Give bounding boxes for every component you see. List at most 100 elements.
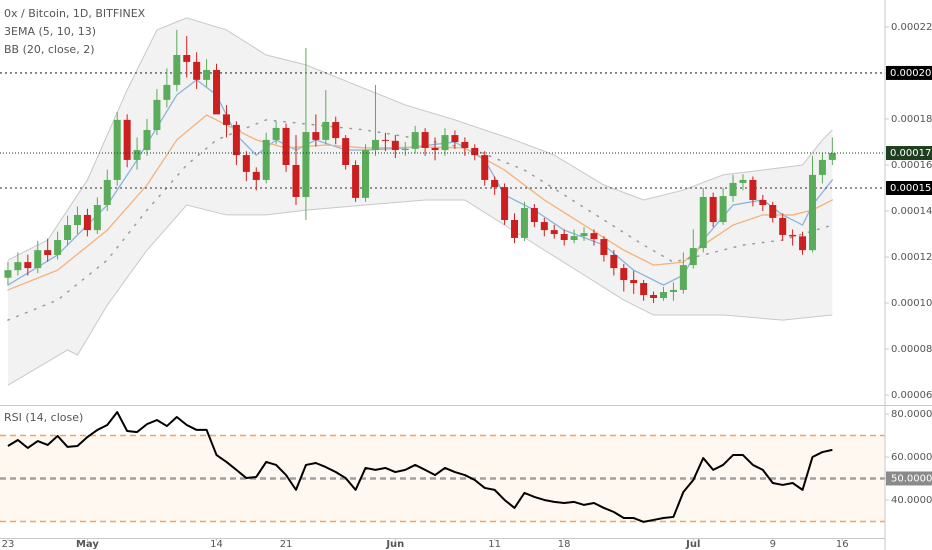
candle-body (381, 139, 389, 141)
candle-body (719, 196, 727, 223)
price-line-box (886, 65, 932, 80)
candle-body (749, 179, 757, 200)
chart-title: 0x / Bitcoin, 1D, BITFINEX (4, 7, 146, 20)
candle-body (511, 219, 519, 238)
candle-body (620, 268, 628, 281)
candle-body (282, 127, 290, 165)
rsi-y-tick-label: 50.0000 (891, 473, 932, 484)
candle-body (779, 217, 787, 235)
last-price-box (886, 146, 932, 161)
y-tick-label: 0.00012 (891, 252, 932, 263)
candle-body (113, 119, 121, 180)
candle-body (34, 250, 42, 269)
candle-body (669, 289, 677, 293)
rsi-y-tick-label: 40.0000 (891, 495, 932, 506)
candle-body (133, 150, 141, 160)
y-tick-label: 0.00008 (891, 344, 932, 355)
x-tick-label: 14 (210, 539, 223, 550)
candle-body (123, 119, 131, 160)
candle-body (302, 132, 310, 197)
indicator-line (7, 119, 834, 321)
x-tick-label: 21 (280, 539, 293, 550)
candle-body (808, 174, 816, 251)
price-pane (0, 17, 885, 386)
candle-body (550, 230, 558, 235)
candle-body (739, 179, 747, 183)
candle-body (103, 179, 111, 206)
candle-body (828, 153, 836, 160)
price-line-label: 0.00020 (890, 68, 931, 79)
x-tick-label: May (76, 539, 99, 550)
candle-body (14, 262, 22, 271)
candle-body (650, 295, 658, 298)
candle-body (411, 132, 419, 149)
candle-body (451, 135, 459, 142)
candle-body (689, 248, 697, 266)
candle-body (481, 155, 489, 180)
candle-body (590, 233, 598, 240)
rsi-pane (0, 411, 885, 523)
x-tick-label: 18 (558, 539, 571, 550)
candle-body (203, 69, 211, 80)
price-line-box (886, 181, 932, 196)
candle-body (679, 265, 687, 290)
rsi-line (7, 411, 833, 523)
x-tick-label: 16 (836, 539, 849, 550)
candle-body (461, 141, 469, 148)
candle-body (640, 283, 648, 296)
candle-body (222, 114, 230, 125)
candle-body (421, 132, 429, 148)
candle-body (54, 240, 62, 255)
candle-body (322, 121, 330, 140)
candle-body (491, 179, 499, 188)
candle-body (371, 139, 379, 151)
y-tick-label: 0.00010 (891, 298, 932, 309)
indicator-label: 3EMA (5, 10, 13) (4, 25, 96, 38)
candle-body (520, 208, 528, 238)
candle-body (163, 84, 171, 100)
indicator-label: BB (20, close, 2) (4, 43, 95, 56)
rsi-highlight-box (886, 471, 932, 486)
candle-body (630, 280, 638, 284)
candle-body (232, 124, 240, 156)
candle-body (818, 159, 826, 175)
candle-body (570, 236, 578, 241)
y-tick-label: 0.00022 (891, 22, 932, 33)
candle-body (183, 54, 191, 62)
candle-body (660, 292, 668, 298)
candle-body (610, 254, 618, 269)
candle-body (44, 250, 52, 255)
candle-body (580, 233, 588, 237)
x-tick-label: 23 (2, 539, 15, 550)
candle-body (342, 138, 350, 165)
y-tick-label: 0.00014 (891, 206, 932, 217)
candle-body (64, 225, 72, 241)
x-tick-label: 9 (770, 539, 776, 550)
candle-body (560, 234, 568, 241)
candle-body (352, 164, 360, 198)
candle-body (332, 121, 340, 139)
rsi-y-tick-label: 60.0000 (891, 452, 932, 463)
candle-body (312, 132, 320, 140)
candle-body (709, 196, 717, 223)
candle-body (73, 214, 81, 226)
candle-body (93, 205, 101, 231)
bollinger-lower (7, 199, 833, 386)
candle-body (401, 148, 409, 151)
candle-body (769, 205, 777, 218)
candle-body (471, 147, 479, 156)
candle-body (540, 222, 548, 231)
candle-body (83, 214, 91, 231)
candle-body (292, 164, 300, 197)
price-line-label: 0.00015 (890, 183, 931, 194)
candle-body (431, 147, 439, 151)
candle-body (242, 155, 250, 172)
candle-body (600, 239, 608, 255)
candle-body (4, 270, 12, 278)
y-tick-label: 0.00018 (891, 114, 932, 125)
y-tick-label: 0.00016 (891, 160, 932, 171)
candle-body (729, 182, 737, 197)
